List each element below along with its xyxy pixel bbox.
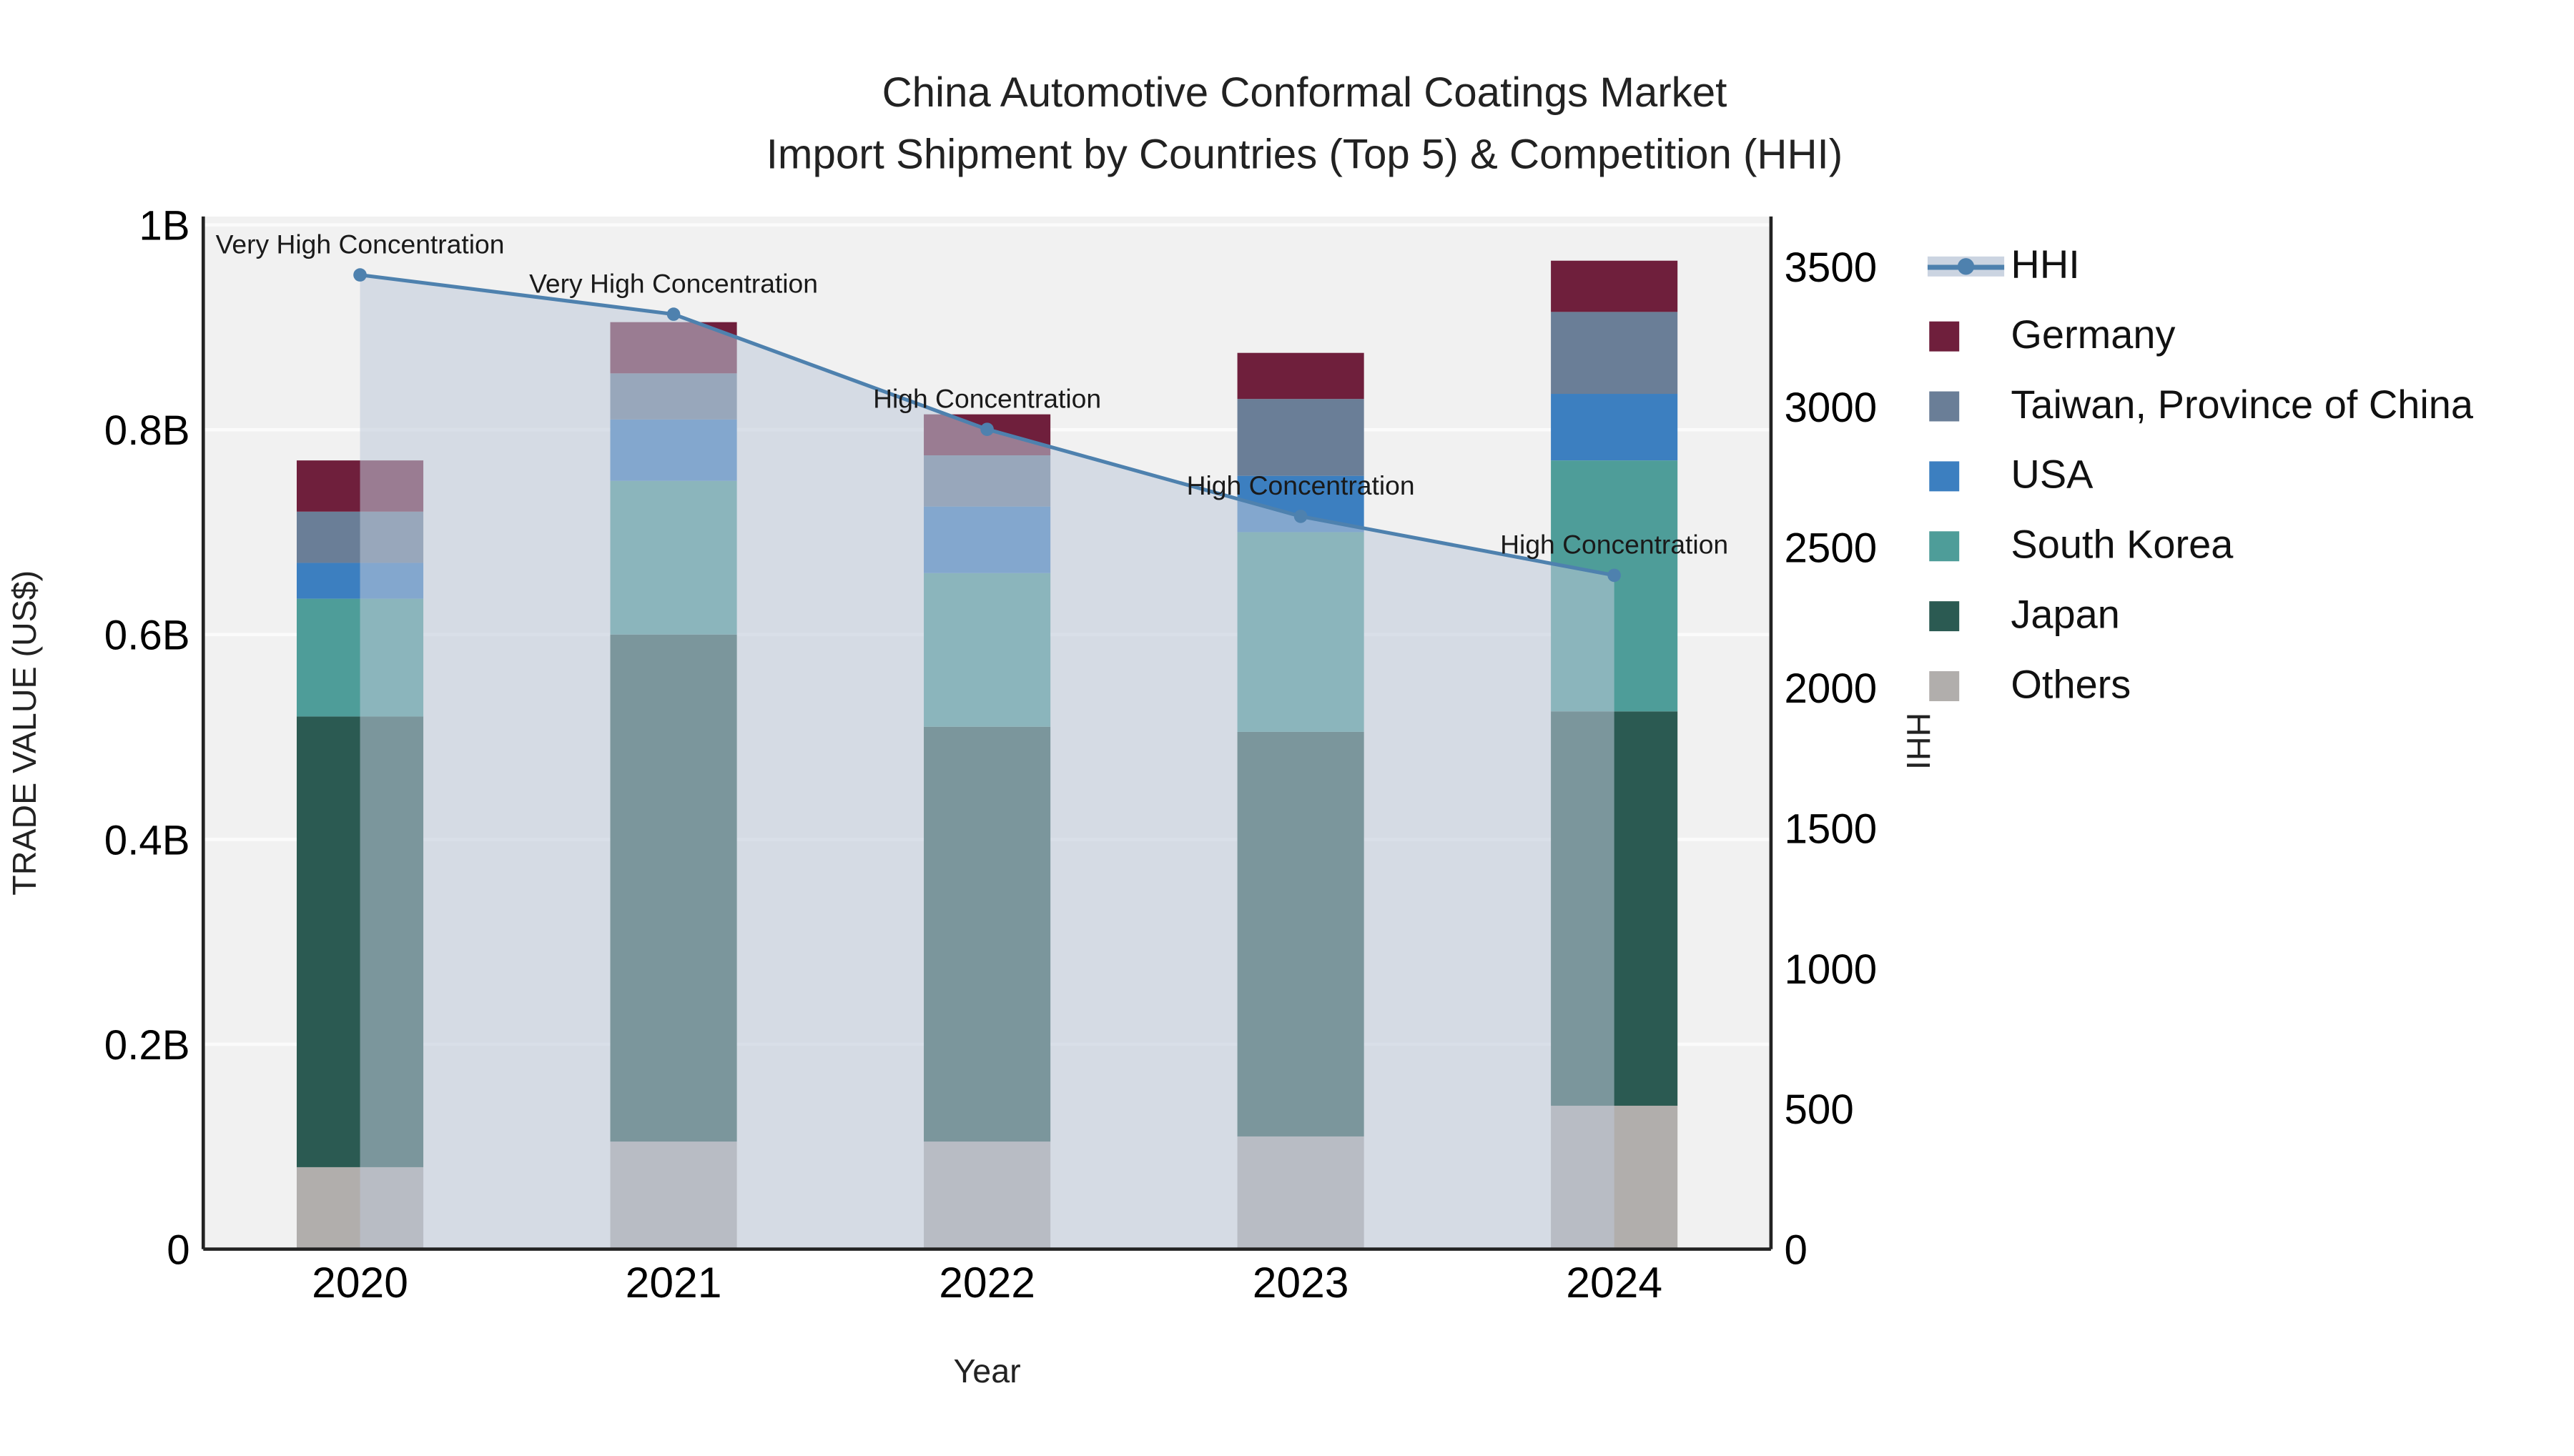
legend-label: HHI xyxy=(2011,243,2080,289)
hhi-line-legend-glyph xyxy=(1927,252,2005,282)
bar-segment-germany-2023 xyxy=(1237,352,1364,400)
y-right-tick-label: 3000 xyxy=(1785,385,1878,431)
legend-label: South Korea xyxy=(2011,523,2234,568)
legend: HHI Germany Taiwan, Province of China USA So… xyxy=(1927,243,2473,733)
legend-label: Others xyxy=(2011,663,2131,708)
y-left-tick-label: 1B xyxy=(139,203,189,249)
legend-item-hhi[interactable]: HHI xyxy=(1927,243,2473,289)
annotation-2024: High Concentration xyxy=(1500,530,1728,560)
others-swatch xyxy=(1928,671,2004,701)
bar-segment-usa-2024 xyxy=(1551,394,1678,461)
legend-item-germany[interactable]: Germany xyxy=(1928,313,2473,360)
annotation-2020: Very High Concentration xyxy=(216,229,505,259)
y-right-tick-label: 2000 xyxy=(1785,665,1878,712)
color-swatch-icon xyxy=(1929,601,1960,632)
chart-title-line-1: China Automotive Conformal Coatings Mark… xyxy=(882,69,1727,117)
hhi-marker-2022 xyxy=(980,422,994,436)
annotation-2022: High Concentration xyxy=(873,383,1101,413)
legend-label: Japan xyxy=(2011,593,2120,638)
germany-swatch xyxy=(1928,321,2004,352)
y-left-tick-label: 0 xyxy=(167,1227,189,1274)
y-right-tick-label: 1000 xyxy=(1785,946,1878,993)
color-swatch-icon xyxy=(1929,391,1960,422)
hhi-marker-2023 xyxy=(1293,510,1308,523)
taiwan-province-of-china-swatch xyxy=(1928,391,2004,422)
hhi-marker-2020 xyxy=(353,268,367,282)
legend-item-taiwan-province-of-china[interactable]: Taiwan, Province of China xyxy=(1928,383,2473,430)
y-left-tick-label: 0.4B xyxy=(104,817,190,863)
legend-label: Germany xyxy=(2011,313,2176,358)
japan-swatch xyxy=(1928,601,2004,632)
annotation-2021: Very High Concentration xyxy=(529,268,818,298)
legend-label: USA xyxy=(2011,452,2094,498)
y-right-tick-label: 3500 xyxy=(1785,244,1878,291)
bar-segment-taiwan-province-of-china-2023 xyxy=(1237,399,1364,476)
y-axis-left-title: TRADE VALUE (US$) xyxy=(7,570,44,896)
color-swatch-icon xyxy=(1929,671,1960,701)
x-tick-label-2024: 2024 xyxy=(1566,1258,1662,1307)
chart-title-line-2: Import Shipment by Countries (Top 5) & C… xyxy=(766,132,1843,179)
x-tick-label-2022: 2022 xyxy=(939,1258,1035,1307)
legend-item-usa[interactable]: USA xyxy=(1928,453,2473,500)
color-swatch-icon xyxy=(1929,531,1960,562)
annotation-2023: High Concentration xyxy=(1187,470,1415,500)
y-right-tick-label: 1500 xyxy=(1785,806,1878,852)
legend-item-south-korea[interactable]: South Korea xyxy=(1928,523,2473,570)
south-korea-swatch xyxy=(1928,531,2004,562)
bar-segment-taiwan-province-of-china-2024 xyxy=(1551,312,1678,395)
legend-item-others[interactable]: Others xyxy=(1928,663,2473,709)
y-left-tick-label: 0.8B xyxy=(104,407,190,454)
hhi-marker-2024 xyxy=(1607,568,1621,583)
y-right-tick-label: 0 xyxy=(1785,1227,1808,1274)
y-left-tick-label: 0.6B xyxy=(104,613,190,659)
hhi-marker-2021 xyxy=(666,307,681,321)
color-swatch-icon xyxy=(1929,321,1960,352)
x-axis-title: Year xyxy=(953,1354,1021,1391)
x-tick-label-2023: 2023 xyxy=(1253,1258,1349,1307)
x-tick-label-2021: 2021 xyxy=(626,1258,722,1307)
hhi-marker-glyph xyxy=(1957,258,1975,275)
bar-segment-germany-2024 xyxy=(1551,260,1678,312)
y-right-tick-label: 2500 xyxy=(1785,525,1878,572)
legend-item-japan[interactable]: Japan xyxy=(1928,593,2473,640)
y-right-tick-label: 500 xyxy=(1785,1086,1854,1133)
color-swatch-icon xyxy=(1929,461,1960,492)
usa-swatch xyxy=(1928,461,2004,492)
y-left-tick-label: 0.2B xyxy=(104,1022,190,1069)
x-tick-label-2020: 2020 xyxy=(312,1258,408,1307)
legend-label: Taiwan, Province of China xyxy=(2011,382,2473,428)
